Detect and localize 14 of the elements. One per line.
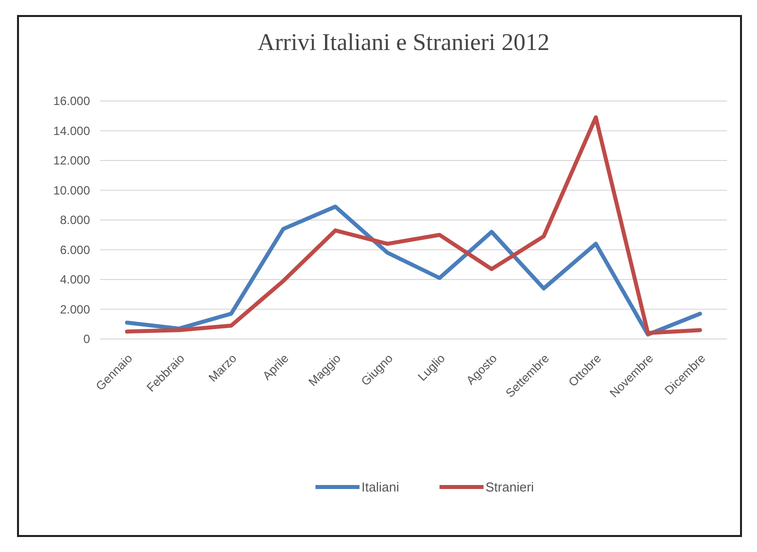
y-tick-label: 8.000 <box>60 213 90 228</box>
y-tick-label: 12.000 <box>53 154 90 168</box>
y-tick-label: 4.000 <box>60 272 90 287</box>
legend-label: Italiani <box>362 480 400 495</box>
legend-label: Stranieri <box>486 480 534 495</box>
y-tick-label: 10.000 <box>53 183 90 198</box>
y-tick-label: 2.000 <box>60 302 90 316</box>
y-tick-label: 14.000 <box>53 124 90 138</box>
y-tick-label: 16.000 <box>53 94 90 108</box>
line-series <box>125 115 702 336</box>
line-series <box>125 204 702 337</box>
chart-title: Arrivi Italiani e Stranieri 2012 <box>258 30 550 56</box>
y-tick-label: 0 <box>83 332 90 346</box>
y-tick-label: 6.000 <box>60 242 90 257</box>
